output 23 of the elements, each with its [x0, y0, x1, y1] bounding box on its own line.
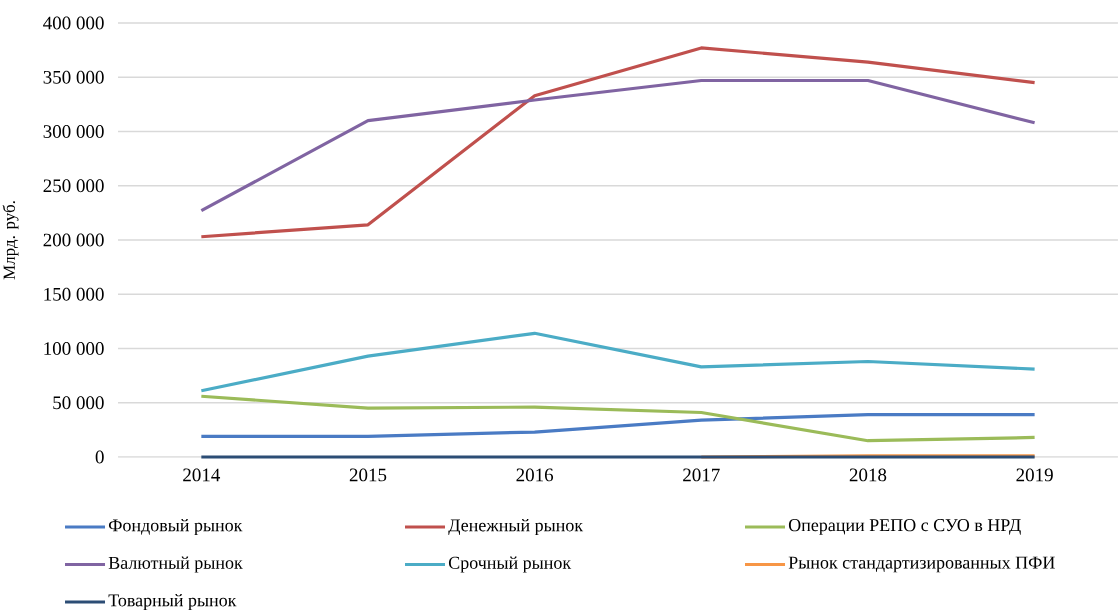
legend-label: Денежный рынок	[448, 518, 584, 536]
y-tick-label: 350 000	[43, 70, 104, 84]
legend-label: Фондовый рынок	[108, 518, 243, 536]
legend-label: Срочный рынок	[448, 556, 572, 573]
legend-label: Рынок стандартизированных ПФИ	[788, 556, 1055, 573]
legend-label: Товарный рынок	[108, 593, 237, 611]
x-tick-label: 2015	[349, 468, 387, 482]
y-tick-label: 250 000	[43, 179, 104, 193]
legend-label: Валютный рынок	[108, 556, 243, 573]
y-axis-title: Млрд. руб.	[2, 201, 19, 280]
x-tick-label: 2018	[849, 468, 887, 482]
y-tick-label: 300 000	[43, 125, 104, 138]
y-tick-label: 200 000	[43, 233, 104, 247]
y-tick-label: 100 000	[44, 342, 104, 355]
y-tick-label: 50 000	[53, 396, 104, 410]
y-tick-label: 150 000	[44, 287, 104, 301]
y-tick-label: 400 000	[43, 16, 104, 30]
x-tick-label: 2017	[683, 468, 720, 482]
legend-label: Операции РЕПО с СУО в НРД	[788, 519, 1021, 535]
y-tick-label: 0	[95, 450, 104, 464]
x-tick-label: 2019	[1016, 468, 1053, 482]
x-tick-label: 2016	[516, 468, 554, 482]
x-tick-label: 2014	[183, 468, 221, 482]
